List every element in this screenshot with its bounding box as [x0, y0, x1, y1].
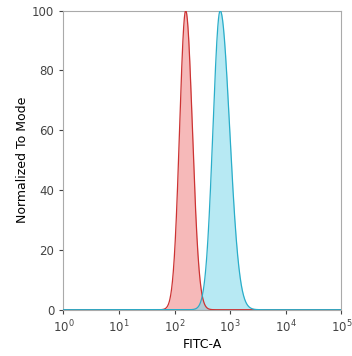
X-axis label: FITC-A: FITC-A [183, 338, 222, 351]
Y-axis label: Normalized To Mode: Normalized To Mode [16, 97, 29, 223]
